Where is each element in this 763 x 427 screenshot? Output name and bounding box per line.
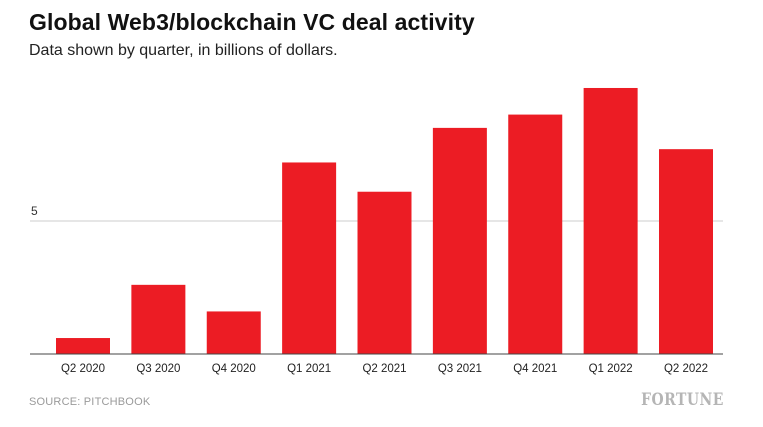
source-note: SOURCE: PITCHBOOK [29,396,151,408]
brand-logo: FORTUNE [641,390,724,410]
bar-chart: 5 Q2 2020 Q3 2020 Q4 2020 Q1 2021 Q2 2021 Q3 2… [30,87,723,375]
chart-title: Global Web3/blockchain VC deal activity [29,9,475,35]
bar-q4-2020 [206,311,261,354]
bar-q3-2021 [432,127,487,355]
x-tick-label-q2-2021: Q2 2021 [362,363,406,375]
x-tick-label-q2-2022: Q2 2022 [664,363,708,375]
chart-subtitle: Data shown by quarter, in billions of do… [29,42,338,59]
x-tick-label-q1-2022: Q1 2022 [589,363,633,375]
bar-q2-2022 [659,149,713,354]
x-tick-label-q4-2021: Q4 2021 [513,363,557,375]
bar-q3-2020 [131,284,186,354]
x-tick-label-q3-2020: Q3 2020 [136,363,180,375]
bar-q1-2021 [282,162,337,354]
x-tick-label-q4-2020: Q4 2020 [212,363,256,375]
bar-q4-2021 [508,114,563,355]
bar-q2-2021 [357,191,412,354]
x-tick-label-q2-2020: Q2 2020 [61,363,105,375]
x-tick-label-q3-2021: Q3 2021 [438,363,482,375]
y-tick-label-5: 5 [31,204,38,218]
bar-q2-2020 [56,338,110,354]
x-tick-label-q1-2021: Q1 2021 [287,363,331,375]
bar-q1-2022 [583,87,638,354]
